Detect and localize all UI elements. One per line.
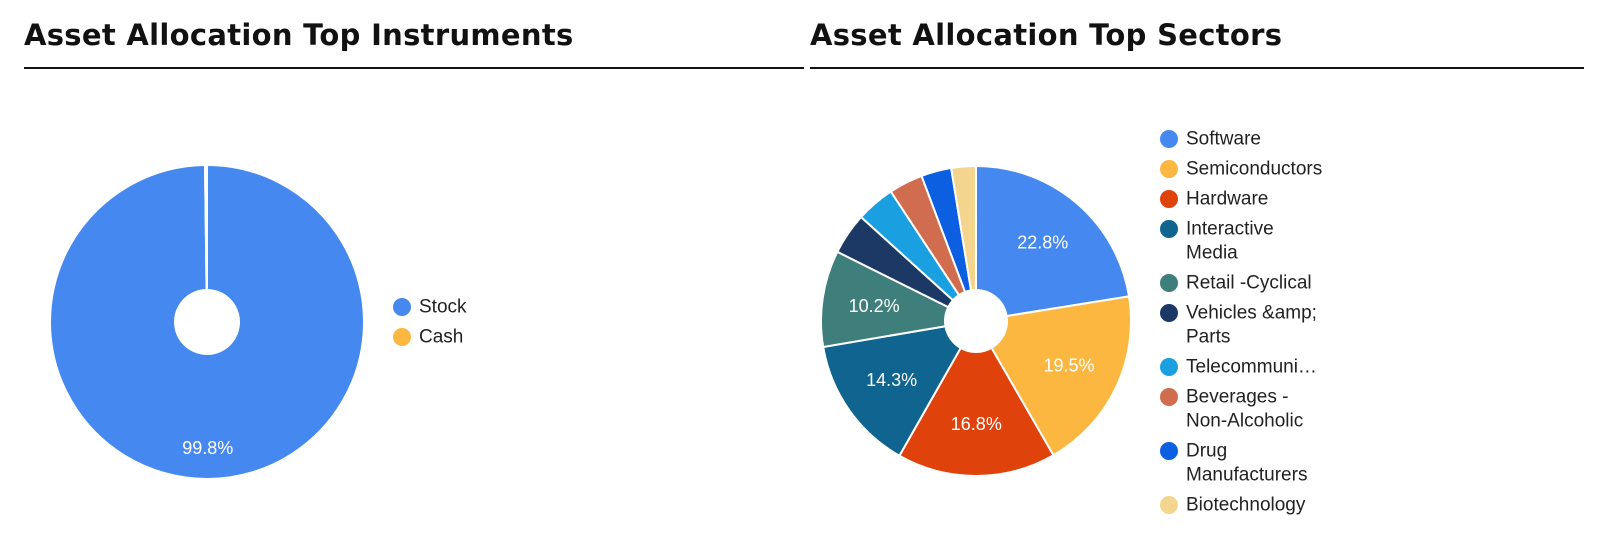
legend: Stock Cash bbox=[393, 297, 467, 348]
legend-swatch-biotechnology bbox=[1160, 496, 1178, 514]
legend-item-interactive-media[interactable]: Interactive Media bbox=[1160, 219, 1274, 264]
instruments-title-rule bbox=[24, 67, 804, 69]
legend-label: Telecommuni… bbox=[1186, 357, 1317, 378]
pie-slice-cash[interactable] bbox=[204, 163, 208, 292]
legend-swatch-drug-manufacturers bbox=[1160, 442, 1178, 460]
legend-item-biotechnology[interactable]: Biotechnology bbox=[1160, 495, 1306, 516]
legend-label: Beverages - bbox=[1186, 387, 1288, 408]
pie-slice-stock[interactable] bbox=[49, 163, 365, 480]
legend-item-semiconductors[interactable]: Semiconductors bbox=[1160, 159, 1322, 180]
pie-slice-software[interactable] bbox=[975, 164, 1131, 318]
legend-item-software[interactable]: Software bbox=[1160, 129, 1261, 150]
legend-label: Stock bbox=[419, 297, 467, 318]
legend-label: Non-Alcoholic bbox=[1186, 411, 1303, 432]
pie-slice-interactive-media[interactable] bbox=[822, 325, 963, 458]
instruments-panel: Asset Allocation Top Instruments 99.8% St… bbox=[24, 0, 804, 547]
legend-swatch-cash bbox=[393, 328, 411, 346]
legend-swatch-semiconductors bbox=[1160, 160, 1178, 178]
legend-swatch-vehicles-and-parts bbox=[1160, 304, 1178, 322]
legend: Software Semiconductors Hardware Interactiv… bbox=[1160, 129, 1322, 516]
slice-label-software: 22.8% bbox=[1017, 233, 1068, 253]
legend-item-vehicles-and-parts[interactable]: Vehicles &amp; Parts bbox=[1160, 303, 1317, 348]
legend-swatch-hardware bbox=[1160, 190, 1178, 208]
sectors-panel: Asset Allocation Top Sectors 22.8% 19.5% 1… bbox=[810, 0, 1584, 547]
instruments-title: Asset Allocation Top Instruments bbox=[24, 18, 574, 52]
legend-item-cash[interactable]: Cash bbox=[393, 327, 463, 348]
legend-swatch-beverages-non-alcoholic bbox=[1160, 388, 1178, 406]
slice-label-semiconductors: 19.5% bbox=[1043, 355, 1094, 375]
legend-label: Software bbox=[1186, 129, 1261, 150]
legend-item-hardware[interactable]: Hardware bbox=[1160, 189, 1268, 210]
legend-label: Parts bbox=[1186, 327, 1230, 348]
legend-label: Drug bbox=[1186, 441, 1227, 462]
legend-item-beverages-non-alcoholic[interactable]: Beverages - Non-Alcoholic bbox=[1160, 387, 1303, 432]
legend-item-retail-cyclical[interactable]: Retail -Cyclical bbox=[1160, 273, 1312, 294]
legend-item-drug-manufacturers[interactable]: Drug Manufacturers bbox=[1160, 441, 1307, 486]
legend-label: Interactive bbox=[1186, 219, 1274, 240]
legend-label: Hardware bbox=[1186, 189, 1268, 210]
legend-swatch-software bbox=[1160, 130, 1178, 148]
legend-item-telecommuni[interactable]: Telecommuni… bbox=[1160, 357, 1317, 378]
sectors-pie-chart: 22.8% 19.5% 16.8% 14.3% 10.2% Software Semicon… bbox=[820, 129, 1322, 516]
legend-label: Retail -Cyclical bbox=[1186, 273, 1312, 294]
slice-label-hardware: 16.8% bbox=[951, 414, 1002, 434]
pie-slice-semiconductors[interactable] bbox=[990, 295, 1132, 457]
slice-label-retail-cyclical: 10.2% bbox=[849, 296, 900, 316]
legend-item-stock[interactable]: Stock bbox=[393, 297, 467, 318]
legend-label: Biotechnology bbox=[1186, 495, 1306, 516]
legend-label: Vehicles &amp; bbox=[1186, 303, 1317, 324]
pie-slice-biotechnology[interactable] bbox=[950, 164, 977, 292]
legend-swatch-stock bbox=[393, 298, 411, 316]
sectors-title-rule bbox=[810, 67, 1584, 69]
pie-slice-hardware[interactable] bbox=[898, 346, 1055, 477]
legend-swatch-telecommuni bbox=[1160, 358, 1178, 376]
instruments-pie-chart: 99.8% Stock Cash bbox=[49, 163, 467, 480]
slice-label-stock: 99.8% bbox=[182, 438, 233, 458]
legend-swatch-interactive-media bbox=[1160, 220, 1178, 238]
legend-label: Media bbox=[1186, 243, 1238, 264]
pie-slices: 22.8% 19.5% 16.8% 14.3% 10.2% bbox=[820, 164, 1132, 477]
legend-label: Manufacturers bbox=[1186, 465, 1307, 486]
pie-slices: 99.8% bbox=[49, 163, 365, 480]
legend-label: Cash bbox=[419, 327, 463, 348]
pie-slice-retail-cyclical[interactable] bbox=[820, 250, 950, 349]
legend-swatch-retail-cyclical bbox=[1160, 274, 1178, 292]
slice-label-interactive-media: 14.3% bbox=[866, 370, 917, 390]
legend-label: Semiconductors bbox=[1186, 159, 1322, 180]
sectors-title: Asset Allocation Top Sectors bbox=[810, 18, 1283, 52]
